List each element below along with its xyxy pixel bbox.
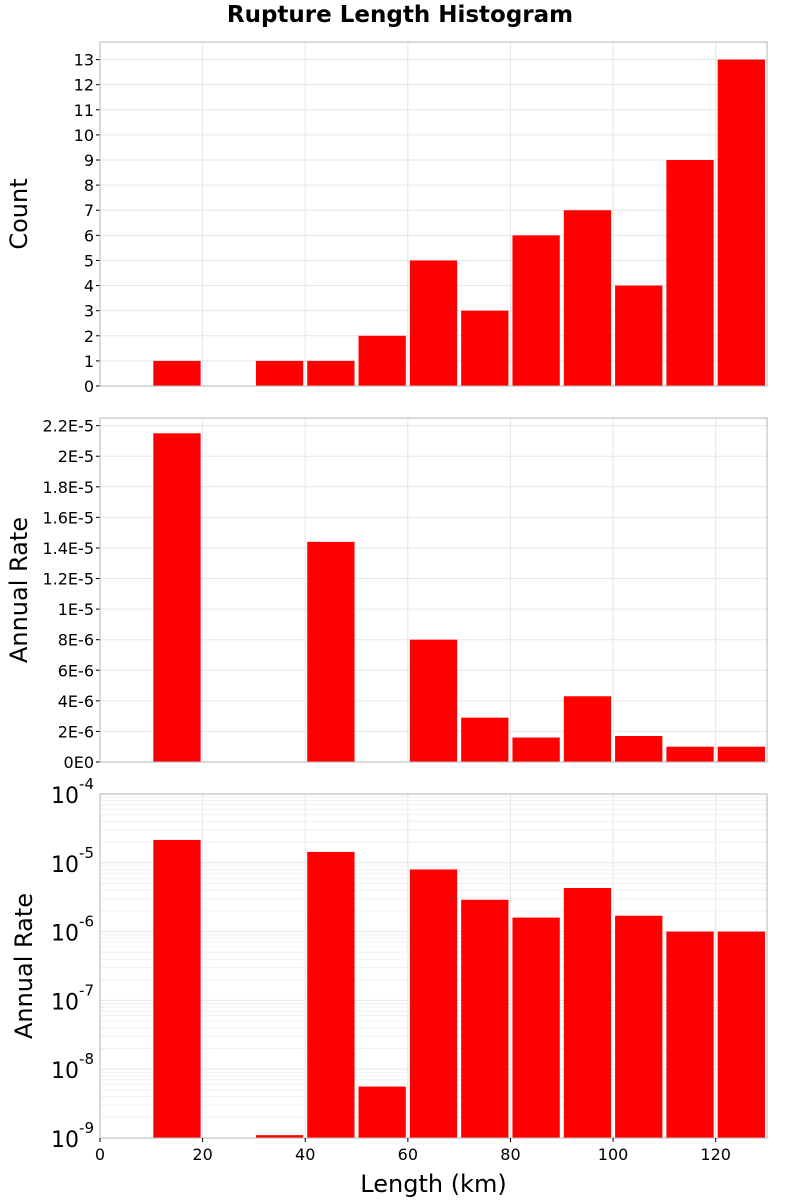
y-tick-label: 4 xyxy=(84,277,94,296)
histogram-bar xyxy=(307,851,355,1138)
plot-frame xyxy=(99,793,768,1139)
histogram-bar xyxy=(461,899,509,1138)
y-tick-label: 0E0 xyxy=(64,753,94,772)
y-axis-label: Annual Rate xyxy=(10,893,38,1039)
histogram-bar xyxy=(512,235,560,386)
histogram-bar xyxy=(461,310,509,386)
y-tick-label: 1.8E-5 xyxy=(42,478,94,497)
y-tick-label: 4E-6 xyxy=(58,692,94,711)
y-tick-label: 10-4 xyxy=(51,775,94,809)
x-tick-label: 120 xyxy=(700,1145,731,1164)
histogram-bar xyxy=(563,888,612,1138)
y-tick-label: 10-6 xyxy=(51,913,94,947)
histogram-bar xyxy=(615,285,663,386)
histogram-bar xyxy=(666,746,714,762)
histogram-bar xyxy=(615,736,663,762)
histogram-bar xyxy=(717,931,765,1138)
histogram-bar xyxy=(666,931,714,1138)
histogram-bar xyxy=(255,360,304,386)
y-tick-label: 10-9 xyxy=(51,1119,94,1153)
y-tick-label: 10 xyxy=(74,126,94,145)
y-tick-label: 2 xyxy=(84,327,94,346)
y-axis-label: Count xyxy=(5,178,33,249)
histogram-bar xyxy=(563,696,612,762)
histogram-bar xyxy=(512,737,560,762)
histogram-bar xyxy=(153,360,201,386)
histogram-bar xyxy=(717,59,765,387)
histogram-bar xyxy=(717,746,765,762)
histogram-bar xyxy=(409,639,458,762)
histogram-bar xyxy=(563,210,612,386)
histogram-bar xyxy=(409,260,458,386)
y-tick-label: 6 xyxy=(84,226,94,245)
histogram-bar xyxy=(358,1086,406,1138)
y-tick-label: 5 xyxy=(84,251,94,270)
y-tick-label: 8 xyxy=(84,176,94,195)
y-tick-label: 9 xyxy=(84,151,94,170)
histogram-bar xyxy=(307,360,355,386)
x-tick-label: 0 xyxy=(95,1145,105,1164)
y-tick-label: 1.2E-5 xyxy=(42,570,94,589)
histogram-bar xyxy=(153,433,201,762)
histogram-bar xyxy=(666,160,714,386)
y-tick-label: 8E-6 xyxy=(58,631,94,650)
chart-panel-3: 10-9 10-8 10-7 10-6 10-5 10-4 Annual Rate 0 20 40… xyxy=(10,775,768,1198)
y-tick-label: 10-8 xyxy=(51,1050,94,1084)
y-tick-label: 1.4E-5 xyxy=(42,539,94,558)
chart-panel-2: 0E0 2E-6 4E-6 6E-6 8E-6 1E-5 1.2E-5 1.4E-5 1.6E-… xyxy=(5,417,768,772)
y-tick-label: 10-7 xyxy=(51,981,94,1015)
y-tick-label: 10-5 xyxy=(51,844,94,878)
y-axis-label: Annual Rate xyxy=(5,517,33,663)
y-tick-label: 2E-6 xyxy=(58,722,94,741)
x-axis-label: Length (km) xyxy=(360,1170,506,1198)
histogram-bar xyxy=(153,839,201,1138)
histogram-bar xyxy=(409,869,458,1138)
y-tick-label: 3 xyxy=(84,302,94,321)
y-tick-label: 6E-6 xyxy=(58,661,94,680)
histogram-bar xyxy=(512,917,560,1138)
y-tick-label: 7 xyxy=(84,201,94,220)
chart-title: Rupture Length Histogram xyxy=(226,2,574,28)
y-tick-label: 1E-5 xyxy=(58,600,94,619)
x-tick-label: 80 xyxy=(500,1145,520,1164)
histogram-bar xyxy=(307,541,355,762)
y-tick-label: 1 xyxy=(84,352,94,371)
histogram-bar xyxy=(255,1135,304,1138)
y-tick-label: 2.2E-5 xyxy=(42,417,94,436)
x-tick-label: 20 xyxy=(192,1145,212,1164)
y-tick-label: 11 xyxy=(74,101,94,120)
plot-frame xyxy=(99,41,768,387)
y-tick-label: 0 xyxy=(84,377,94,396)
y-tick-label: 1.6E-5 xyxy=(42,508,94,527)
y-tick-label: 13 xyxy=(74,51,94,70)
x-tick-label: 100 xyxy=(598,1145,629,1164)
x-tick-label: 60 xyxy=(398,1145,418,1164)
plot-frame xyxy=(99,417,768,763)
y-tick-label: 2E-5 xyxy=(58,447,94,466)
y-tick-label: 12 xyxy=(74,76,94,95)
histogram-bar xyxy=(461,717,509,762)
x-tick-label: 40 xyxy=(295,1145,315,1164)
histogram-bar xyxy=(615,915,663,1138)
histogram-bar xyxy=(358,335,406,386)
